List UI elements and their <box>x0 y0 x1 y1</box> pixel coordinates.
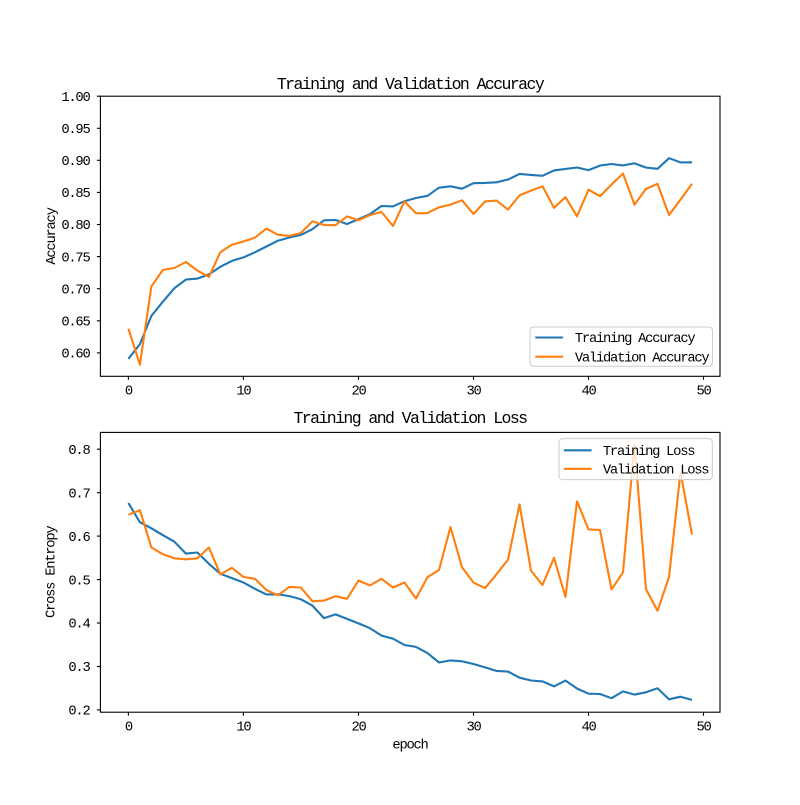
svg-text:0.90: 0.90 <box>61 155 90 170</box>
svg-text:Validation Loss: Validation Loss <box>603 463 709 479</box>
svg-text:Training Loss: Training Loss <box>603 444 695 460</box>
svg-text:40: 40 <box>581 721 596 736</box>
svg-text:Accuracy: Accuracy <box>45 207 60 264</box>
svg-text:20: 20 <box>351 385 366 400</box>
svg-text:0.60: 0.60 <box>61 348 90 363</box>
svg-text:0.85: 0.85 <box>61 187 90 202</box>
svg-text:0.8: 0.8 <box>68 444 90 459</box>
svg-text:0.95: 0.95 <box>61 123 90 138</box>
svg-text:Training and Validation Accura: Training and Validation Accuracy <box>277 75 545 94</box>
svg-text:0.3: 0.3 <box>68 661 90 676</box>
svg-text:20: 20 <box>351 721 366 736</box>
svg-text:0.5: 0.5 <box>68 574 90 589</box>
svg-text:1.00: 1.00 <box>61 91 90 106</box>
svg-text:0: 0 <box>125 721 133 736</box>
svg-text:0.75: 0.75 <box>61 251 90 266</box>
svg-text:0.6: 0.6 <box>68 531 90 546</box>
svg-text:0.65: 0.65 <box>61 316 90 331</box>
svg-text:50: 50 <box>696 385 711 400</box>
svg-text:0.70: 0.70 <box>61 283 90 298</box>
svg-text:epoch: epoch <box>392 738 428 754</box>
svg-text:Training and Validation Loss: Training and Validation Loss <box>293 409 527 428</box>
svg-text:0.2: 0.2 <box>68 705 90 720</box>
svg-text:50: 50 <box>696 721 711 736</box>
svg-text:Training Accuracy: Training Accuracy <box>575 331 695 347</box>
svg-text:40: 40 <box>581 385 596 400</box>
svg-text:0.4: 0.4 <box>68 618 90 633</box>
svg-text:0.7: 0.7 <box>68 487 90 502</box>
svg-text:Validation Accuracy: Validation Accuracy <box>575 350 710 366</box>
svg-text:30: 30 <box>466 385 481 400</box>
svg-text:10: 10 <box>236 721 251 736</box>
svg-text:10: 10 <box>236 385 251 400</box>
svg-text:30: 30 <box>466 721 481 736</box>
svg-text:0.80: 0.80 <box>61 219 90 234</box>
svg-text:Cross Entropy: Cross Entropy <box>45 526 60 618</box>
svg-text:0: 0 <box>125 385 133 400</box>
